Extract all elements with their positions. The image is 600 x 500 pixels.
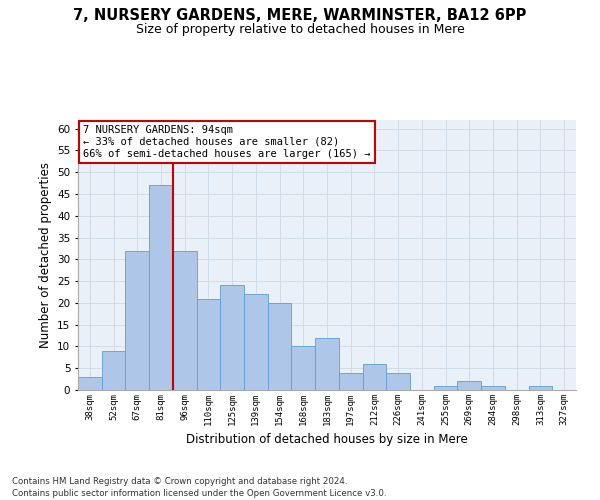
Text: Contains public sector information licensed under the Open Government Licence v3: Contains public sector information licen… bbox=[12, 489, 386, 498]
Y-axis label: Number of detached properties: Number of detached properties bbox=[38, 162, 52, 348]
Bar bbox=[78, 377, 102, 390]
Text: Size of property relative to detached houses in Mere: Size of property relative to detached ho… bbox=[136, 22, 464, 36]
Bar bbox=[102, 351, 125, 390]
Bar bbox=[173, 250, 197, 390]
Bar bbox=[125, 250, 149, 390]
Bar bbox=[481, 386, 505, 390]
Bar bbox=[362, 364, 386, 390]
Bar bbox=[434, 386, 457, 390]
Bar bbox=[386, 372, 410, 390]
Text: 7, NURSERY GARDENS, MERE, WARMINSTER, BA12 6PP: 7, NURSERY GARDENS, MERE, WARMINSTER, BA… bbox=[73, 8, 527, 22]
X-axis label: Distribution of detached houses by size in Mere: Distribution of detached houses by size … bbox=[186, 434, 468, 446]
Text: 7 NURSERY GARDENS: 94sqm
← 33% of detached houses are smaller (82)
66% of semi-d: 7 NURSERY GARDENS: 94sqm ← 33% of detach… bbox=[83, 126, 370, 158]
Bar bbox=[292, 346, 315, 390]
Bar bbox=[268, 303, 292, 390]
Bar bbox=[315, 338, 339, 390]
Bar bbox=[529, 386, 552, 390]
Bar bbox=[339, 372, 362, 390]
Bar bbox=[197, 298, 220, 390]
Bar bbox=[244, 294, 268, 390]
Bar bbox=[149, 186, 173, 390]
Text: Contains HM Land Registry data © Crown copyright and database right 2024.: Contains HM Land Registry data © Crown c… bbox=[12, 478, 347, 486]
Bar bbox=[457, 382, 481, 390]
Bar bbox=[220, 286, 244, 390]
